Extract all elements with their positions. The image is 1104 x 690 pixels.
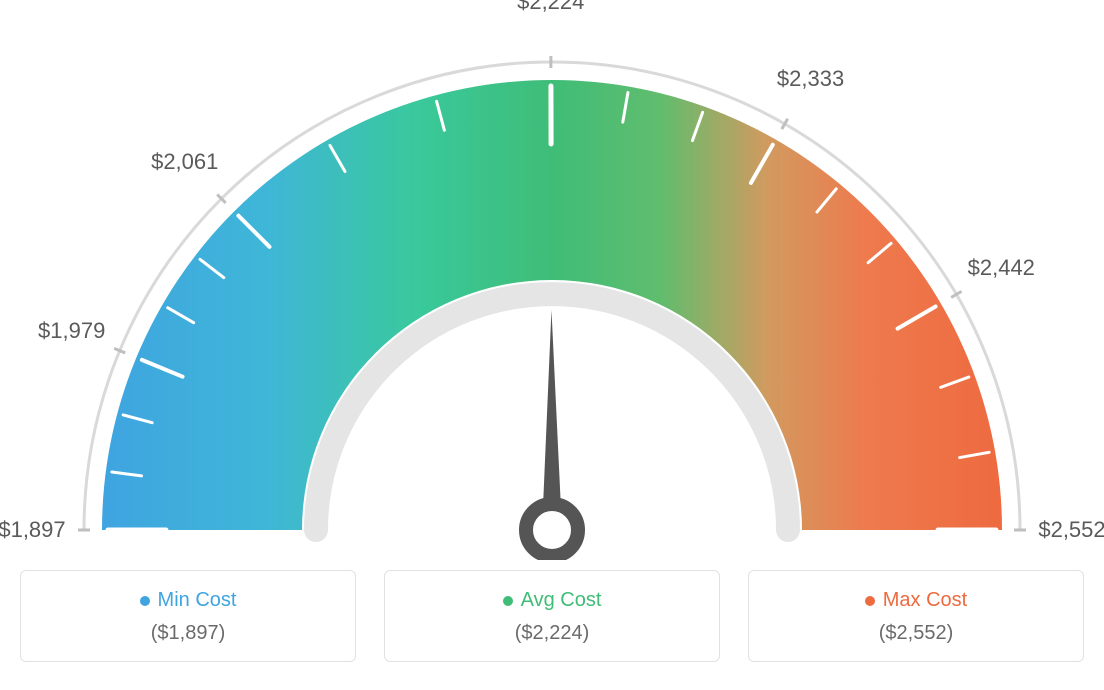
- gauge-tick-label: $2,442: [968, 255, 1035, 281]
- gauge-tick-label: $1,897: [0, 517, 66, 543]
- legend-value-max: ($2,552): [769, 622, 1063, 645]
- legend-dot-avg: [503, 596, 513, 606]
- legend-row: Min Cost ($1,897) Avg Cost ($2,224) Max …: [20, 570, 1084, 662]
- cost-gauge-container: $1,897$1,979$2,061$2,224$2,333$2,442$2,5…: [20, 20, 1084, 662]
- gauge-tick-label: $2,552: [1038, 517, 1104, 543]
- gauge-tick-label: $2,061: [151, 149, 218, 175]
- legend-title-max: Max Cost: [883, 589, 967, 612]
- legend-dot-min: [140, 596, 150, 606]
- legend-value-min: ($1,897): [41, 622, 335, 645]
- gauge-tick-label: $1,979: [38, 318, 105, 344]
- gauge-tick-label: $2,333: [777, 66, 844, 92]
- legend-card-max: Max Cost ($2,552): [748, 570, 1084, 662]
- legend-dot-max: [865, 596, 875, 606]
- gauge-svg: [20, 20, 1084, 560]
- legend-card-min: Min Cost ($1,897): [20, 570, 356, 662]
- legend-title-min: Min Cost: [158, 589, 237, 612]
- legend-title-avg: Avg Cost: [521, 589, 602, 612]
- legend-value-avg: ($2,224): [405, 622, 699, 645]
- gauge-tick-label: $2,224: [517, 0, 584, 15]
- legend-card-avg: Avg Cost ($2,224): [384, 570, 720, 662]
- gauge-chart: $1,897$1,979$2,061$2,224$2,333$2,442$2,5…: [20, 20, 1084, 560]
